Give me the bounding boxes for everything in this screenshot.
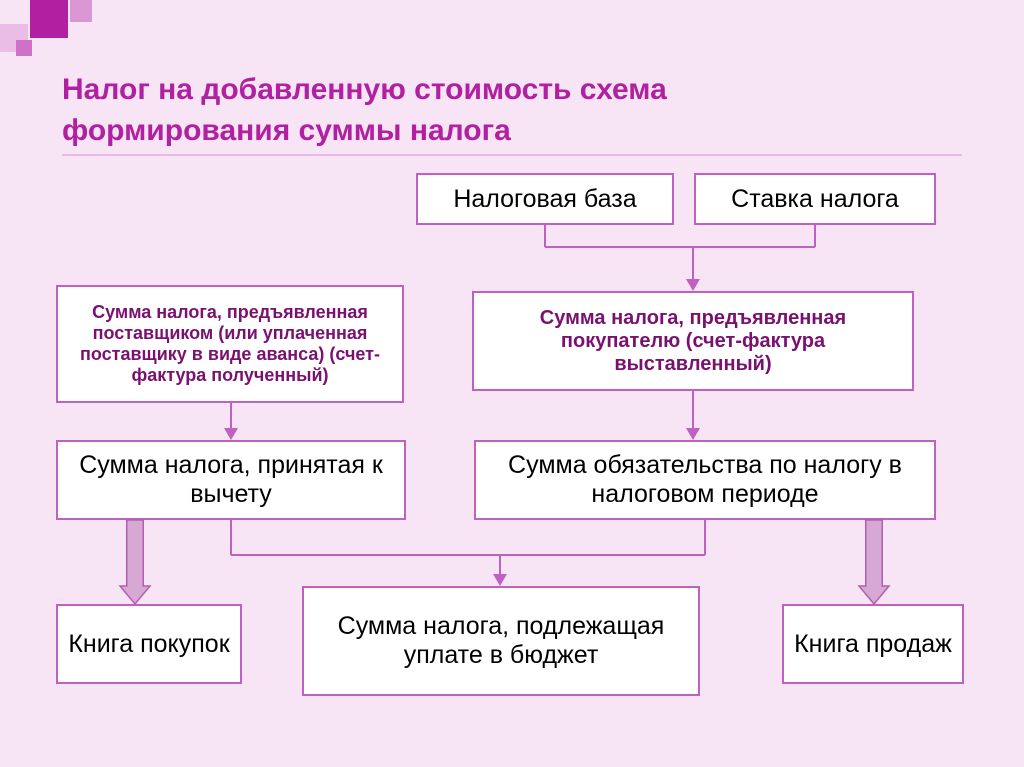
box-tax-base: Налоговая база <box>416 173 674 225</box>
slide-title: Налог на добавленную стоимость схема фор… <box>62 70 667 151</box>
decor-sq-4 <box>16 40 32 56</box>
box-supplier-sum: Сумма налога, предъявленная поставщиком … <box>56 285 404 403</box>
title-underline <box>62 154 962 156</box>
box-buyer-sum: Сумма налога, предъявленная покупателю (… <box>472 291 914 391</box>
box-deduction-sum: Сумма налога, принятая к вычету <box>56 440 406 520</box>
box-budget-sum: Сумма налога, подлежащая уплате в бюджет <box>302 586 700 696</box>
title-line2: формирования суммы налога <box>62 111 667 152</box>
title-line1: Налог на добавленную стоимость схема <box>62 70 667 111</box>
decor-sq-2 <box>70 0 92 22</box>
box-purchase-book: Книга покупок <box>56 604 242 684</box>
box-obligation-sum: Сумма обязательства по налогу в налогово… <box>474 440 936 520</box>
decor-sq-1 <box>30 0 68 38</box>
box-tax-rate: Ставка налога <box>694 173 936 225</box>
box-sales-book: Книга продаж <box>782 604 964 684</box>
